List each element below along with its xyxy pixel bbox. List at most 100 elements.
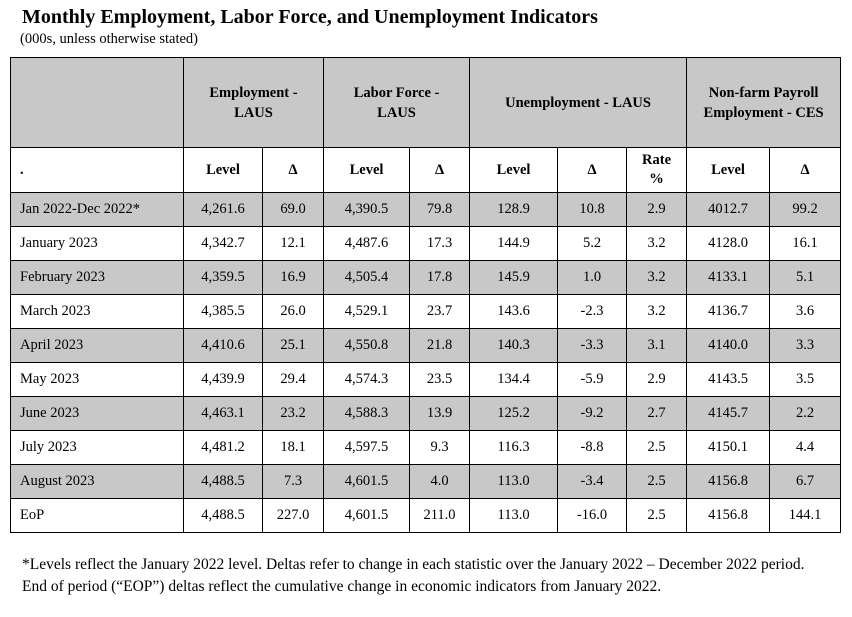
- value-cell: 211.0: [409, 498, 471, 533]
- value-cell: 4133.1: [686, 260, 771, 295]
- column-header-cell: Δ: [557, 147, 628, 193]
- table-row: August 2023 4,488.5 7.3 4,601.5 4.0 113.0 -3.4…: [10, 464, 842, 499]
- value-cell: 13.9: [409, 396, 471, 431]
- value-cell: 144.9: [469, 226, 559, 261]
- value-cell: 4156.8: [686, 498, 771, 533]
- value-cell: 23.5: [409, 362, 471, 397]
- group-header-cell: Non-farm Payroll Employment - CES: [686, 57, 842, 148]
- value-cell: 3.1: [626, 328, 688, 363]
- value-cell: 17.8: [409, 260, 471, 295]
- column-header-cell: Rate %: [626, 147, 688, 193]
- column-header-cell: Level: [183, 147, 263, 193]
- value-cell: 2.7: [626, 396, 688, 431]
- value-cell: 4150.1: [686, 430, 771, 465]
- column-header-cell: Level: [686, 147, 771, 193]
- page-title: Monthly Employment, Labor Force, and Une…: [22, 6, 598, 28]
- value-cell: 145.9: [469, 260, 559, 295]
- value-cell: 3.2: [626, 260, 688, 295]
- value-cell: 4,385.5: [183, 294, 263, 329]
- table-row: May 2023 4,439.9 29.4 4,574.3 23.5 134.4 -5.9 2…: [10, 362, 842, 397]
- group-header-cell: Labor Force - LAUS: [323, 57, 471, 148]
- value-cell: 4,529.1: [323, 294, 411, 329]
- value-cell: -5.9: [557, 362, 628, 397]
- period-cell: May 2023: [10, 362, 184, 397]
- value-cell: 4,597.5: [323, 430, 411, 465]
- period-cell: April 2023: [10, 328, 184, 363]
- table-row: March 2023 4,385.5 26.0 4,529.1 23.7 143.6 -2.…: [10, 294, 842, 329]
- value-cell: 4,601.5: [323, 498, 411, 533]
- value-cell: -3.3: [557, 328, 628, 363]
- table-row: February 2023 4,359.5 16.9 4,505.4 17.8 145.9…: [10, 260, 842, 295]
- value-cell: 128.9: [469, 192, 559, 227]
- value-cell: 144.1: [769, 498, 842, 533]
- period-cell: Jan 2022-Dec 2022*: [10, 192, 184, 227]
- table-row: EoP 4,488.5 227.0 4,601.5 211.0 113.0 -16.0 2.5…: [10, 498, 842, 533]
- value-cell: 113.0: [469, 498, 559, 533]
- value-cell: -16.0: [557, 498, 628, 533]
- value-cell: 4,342.7: [183, 226, 263, 261]
- value-cell: 4,574.3: [323, 362, 411, 397]
- value-cell: 4145.7: [686, 396, 771, 431]
- table-row: January 2023 4,342.7 12.1 4,487.6 17.3 144.9 5…: [10, 226, 842, 261]
- value-cell: -9.2: [557, 396, 628, 431]
- value-cell: 21.8: [409, 328, 471, 363]
- period-cell: EoP: [10, 498, 184, 533]
- value-cell: 2.5: [626, 430, 688, 465]
- value-cell: 3.2: [626, 226, 688, 261]
- value-cell: 134.4: [469, 362, 559, 397]
- value-cell: 113.0: [469, 464, 559, 499]
- value-cell: 4,261.6: [183, 192, 263, 227]
- value-cell: 79.8: [409, 192, 471, 227]
- corner-cell: [10, 57, 184, 148]
- value-cell: 99.2: [769, 192, 842, 227]
- value-cell: 5.1: [769, 260, 842, 295]
- table-row: July 2023 4,481.2 18.1 4,597.5 9.3 116.3 -8.8 2…: [10, 430, 842, 465]
- period-cell: February 2023: [10, 260, 184, 295]
- group-header-row: Employment - LAUS Labor Force - LAUS Unemp…: [10, 57, 842, 148]
- group-header-cell: Employment - LAUS: [182, 57, 325, 148]
- value-cell: 227.0: [261, 498, 325, 533]
- period-cell: March 2023: [10, 294, 184, 329]
- value-cell: 10.8: [557, 192, 628, 227]
- value-cell: 4156.8: [686, 464, 771, 499]
- value-cell: 4,359.5: [183, 260, 263, 295]
- value-cell: 6.7: [769, 464, 842, 499]
- table-row: Jan 2022-Dec 2022* 4,261.6 69.0 4,390.5 79.8…: [10, 192, 842, 227]
- value-cell: 16.1: [769, 226, 842, 261]
- column-header-cell: Δ: [261, 147, 325, 193]
- footnote-text: *Levels reflect the January 2022 level. …: [22, 556, 805, 595]
- value-cell: 3.6: [769, 294, 842, 329]
- period-header-cell: .: [10, 147, 184, 193]
- value-cell: 23.2: [261, 396, 325, 431]
- value-cell: 140.3: [469, 328, 559, 363]
- value-cell: 4,410.6: [183, 328, 263, 363]
- value-cell: 2.5: [626, 464, 688, 499]
- group-header-cell: Unemployment - LAUS: [469, 57, 688, 148]
- value-cell: -3.4: [557, 464, 628, 499]
- value-cell: 25.1: [261, 328, 325, 363]
- sub-header-row: . Level Δ Level Δ Level Δ Rate % Level Δ: [10, 147, 842, 193]
- value-cell: 2.9: [626, 192, 688, 227]
- value-cell: 4,601.5: [323, 464, 411, 499]
- value-cell: 125.2: [469, 396, 559, 431]
- value-cell: 4140.0: [686, 328, 771, 363]
- period-cell: January 2023: [10, 226, 184, 261]
- period-cell: July 2023: [10, 430, 184, 465]
- value-cell: 2.5: [626, 498, 688, 533]
- value-cell: 143.6: [469, 294, 559, 329]
- value-cell: 4,588.3: [323, 396, 411, 431]
- value-cell: 23.7: [409, 294, 471, 329]
- value-cell: 12.1: [261, 226, 325, 261]
- period-cell: August 2023: [10, 464, 184, 499]
- value-cell: 5.2: [557, 226, 628, 261]
- value-cell: 3.3: [769, 328, 842, 363]
- value-cell: 69.0: [261, 192, 325, 227]
- value-cell: 9.3: [409, 430, 471, 465]
- page-subtitle: (000s, unless otherwise stated): [20, 31, 198, 47]
- value-cell: 4,487.6: [323, 226, 411, 261]
- value-cell: 4,481.2: [183, 430, 263, 465]
- table-row: April 2023 4,410.6 25.1 4,550.8 21.8 140.3 -3.…: [10, 328, 842, 363]
- table-header: Employment - LAUS Labor Force - LAUS Unemp…: [10, 57, 842, 193]
- value-cell: 26.0: [261, 294, 325, 329]
